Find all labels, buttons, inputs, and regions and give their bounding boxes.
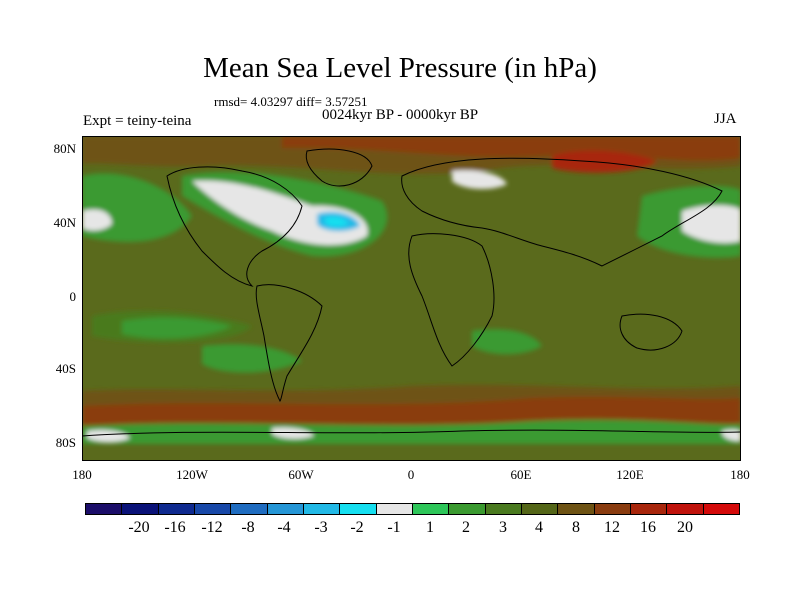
colorbar-label: 12 — [604, 519, 620, 536]
experiment-label: Expt = teiny-teina — [83, 113, 192, 129]
colorbar-swatch — [667, 504, 704, 514]
colorbar-swatch — [231, 504, 268, 514]
eurasia-outline — [401, 157, 723, 267]
lon-tick-180e: 180 — [730, 467, 750, 482]
asia-red-core — [552, 150, 657, 173]
colorbar-label: 20 — [677, 519, 693, 536]
colorbar-swatch — [703, 504, 739, 514]
plot-title: Mean Sea Level Pressure (in hPa) — [203, 52, 597, 84]
coastlines — [82, 148, 741, 437]
colorbar-swatch — [558, 504, 595, 514]
south-america-outline — [255, 284, 323, 402]
colorbar-swatch — [594, 504, 631, 514]
antarctic-low-west — [87, 429, 130, 443]
north-america-outline — [166, 166, 303, 287]
colorbar-swatch — [267, 504, 304, 514]
lat-tick-40n: 40N — [53, 215, 76, 230]
greenland-high-white — [452, 170, 507, 190]
colorbar-swatch — [630, 504, 668, 514]
lat-tick-80n: 80N — [53, 141, 76, 156]
lon-tick-60w: 60W — [288, 467, 314, 482]
lat-tick-0: 0 — [69, 289, 77, 304]
rmsd-diff-stats: rmsd= 4.03297 diff= 3.57251 — [214, 94, 368, 109]
colorbar-label: -1 — [387, 519, 401, 536]
colorbar-label: 1 — [426, 519, 434, 536]
lon-tick-0: 0 — [407, 467, 415, 482]
colorbar-swatch — [122, 504, 159, 514]
lat-tick-80s: 80S — [55, 435, 76, 450]
south-atlantic-green — [202, 344, 302, 373]
north-atlantic-low-inner — [325, 216, 348, 227]
colorbar-label: -8 — [241, 519, 255, 536]
colorbar-swatch — [194, 504, 232, 514]
colorbar — [85, 503, 740, 515]
colorbar-label: -2 — [350, 519, 364, 536]
north-pacific-west-low — [82, 209, 112, 231]
colorbar-swatch — [521, 504, 559, 514]
period-label: 0024kyr BP - 0000kyr BP — [322, 107, 479, 123]
antarctica-outline — [82, 429, 741, 437]
south-pacific-green-2 — [122, 317, 232, 339]
colorbar-swatch — [340, 504, 377, 514]
north-atlantic-low — [192, 180, 368, 246]
australia-outline — [619, 313, 683, 351]
colorbar-label: 2 — [462, 519, 470, 536]
colorbar-label: 16 — [640, 519, 656, 536]
colorbar-swatch — [86, 504, 123, 514]
antarctic-low-mid — [272, 427, 314, 439]
season-label: JJA — [714, 111, 737, 127]
colorbar-label: -20 — [128, 519, 150, 536]
colorbar-label: -3 — [314, 519, 328, 536]
colorbar-swatch — [412, 504, 450, 514]
southern-ocean-redbrown — [82, 396, 741, 426]
colorbar-swatch — [376, 504, 413, 514]
colorbar-label: -4 — [277, 519, 291, 536]
colorbar-swatch — [449, 504, 486, 514]
colorbar-swatch — [158, 504, 195, 514]
africa-outline — [408, 233, 495, 367]
colorbar-label: 4 — [535, 519, 543, 536]
colorbar-label: 3 — [499, 519, 507, 536]
colorbar-label: -12 — [201, 519, 223, 536]
lon-tick-60e: 60E — [510, 467, 532, 482]
greenland-outline — [305, 148, 373, 187]
colorbar-swatch — [485, 504, 522, 514]
lon-tick-120w: 120W — [176, 467, 208, 482]
colorbar-label: -16 — [164, 519, 186, 536]
lat-tick-40s: 40S — [55, 361, 76, 376]
colorbar-swatch — [303, 504, 341, 514]
indian-ocean-green — [472, 329, 542, 355]
lon-tick-180w: 180 — [72, 467, 92, 482]
pressure-map — [82, 136, 741, 461]
lon-tick-120e: 120E — [616, 467, 644, 482]
colorbar-label: 8 — [572, 519, 580, 536]
map-frame — [82, 136, 741, 461]
